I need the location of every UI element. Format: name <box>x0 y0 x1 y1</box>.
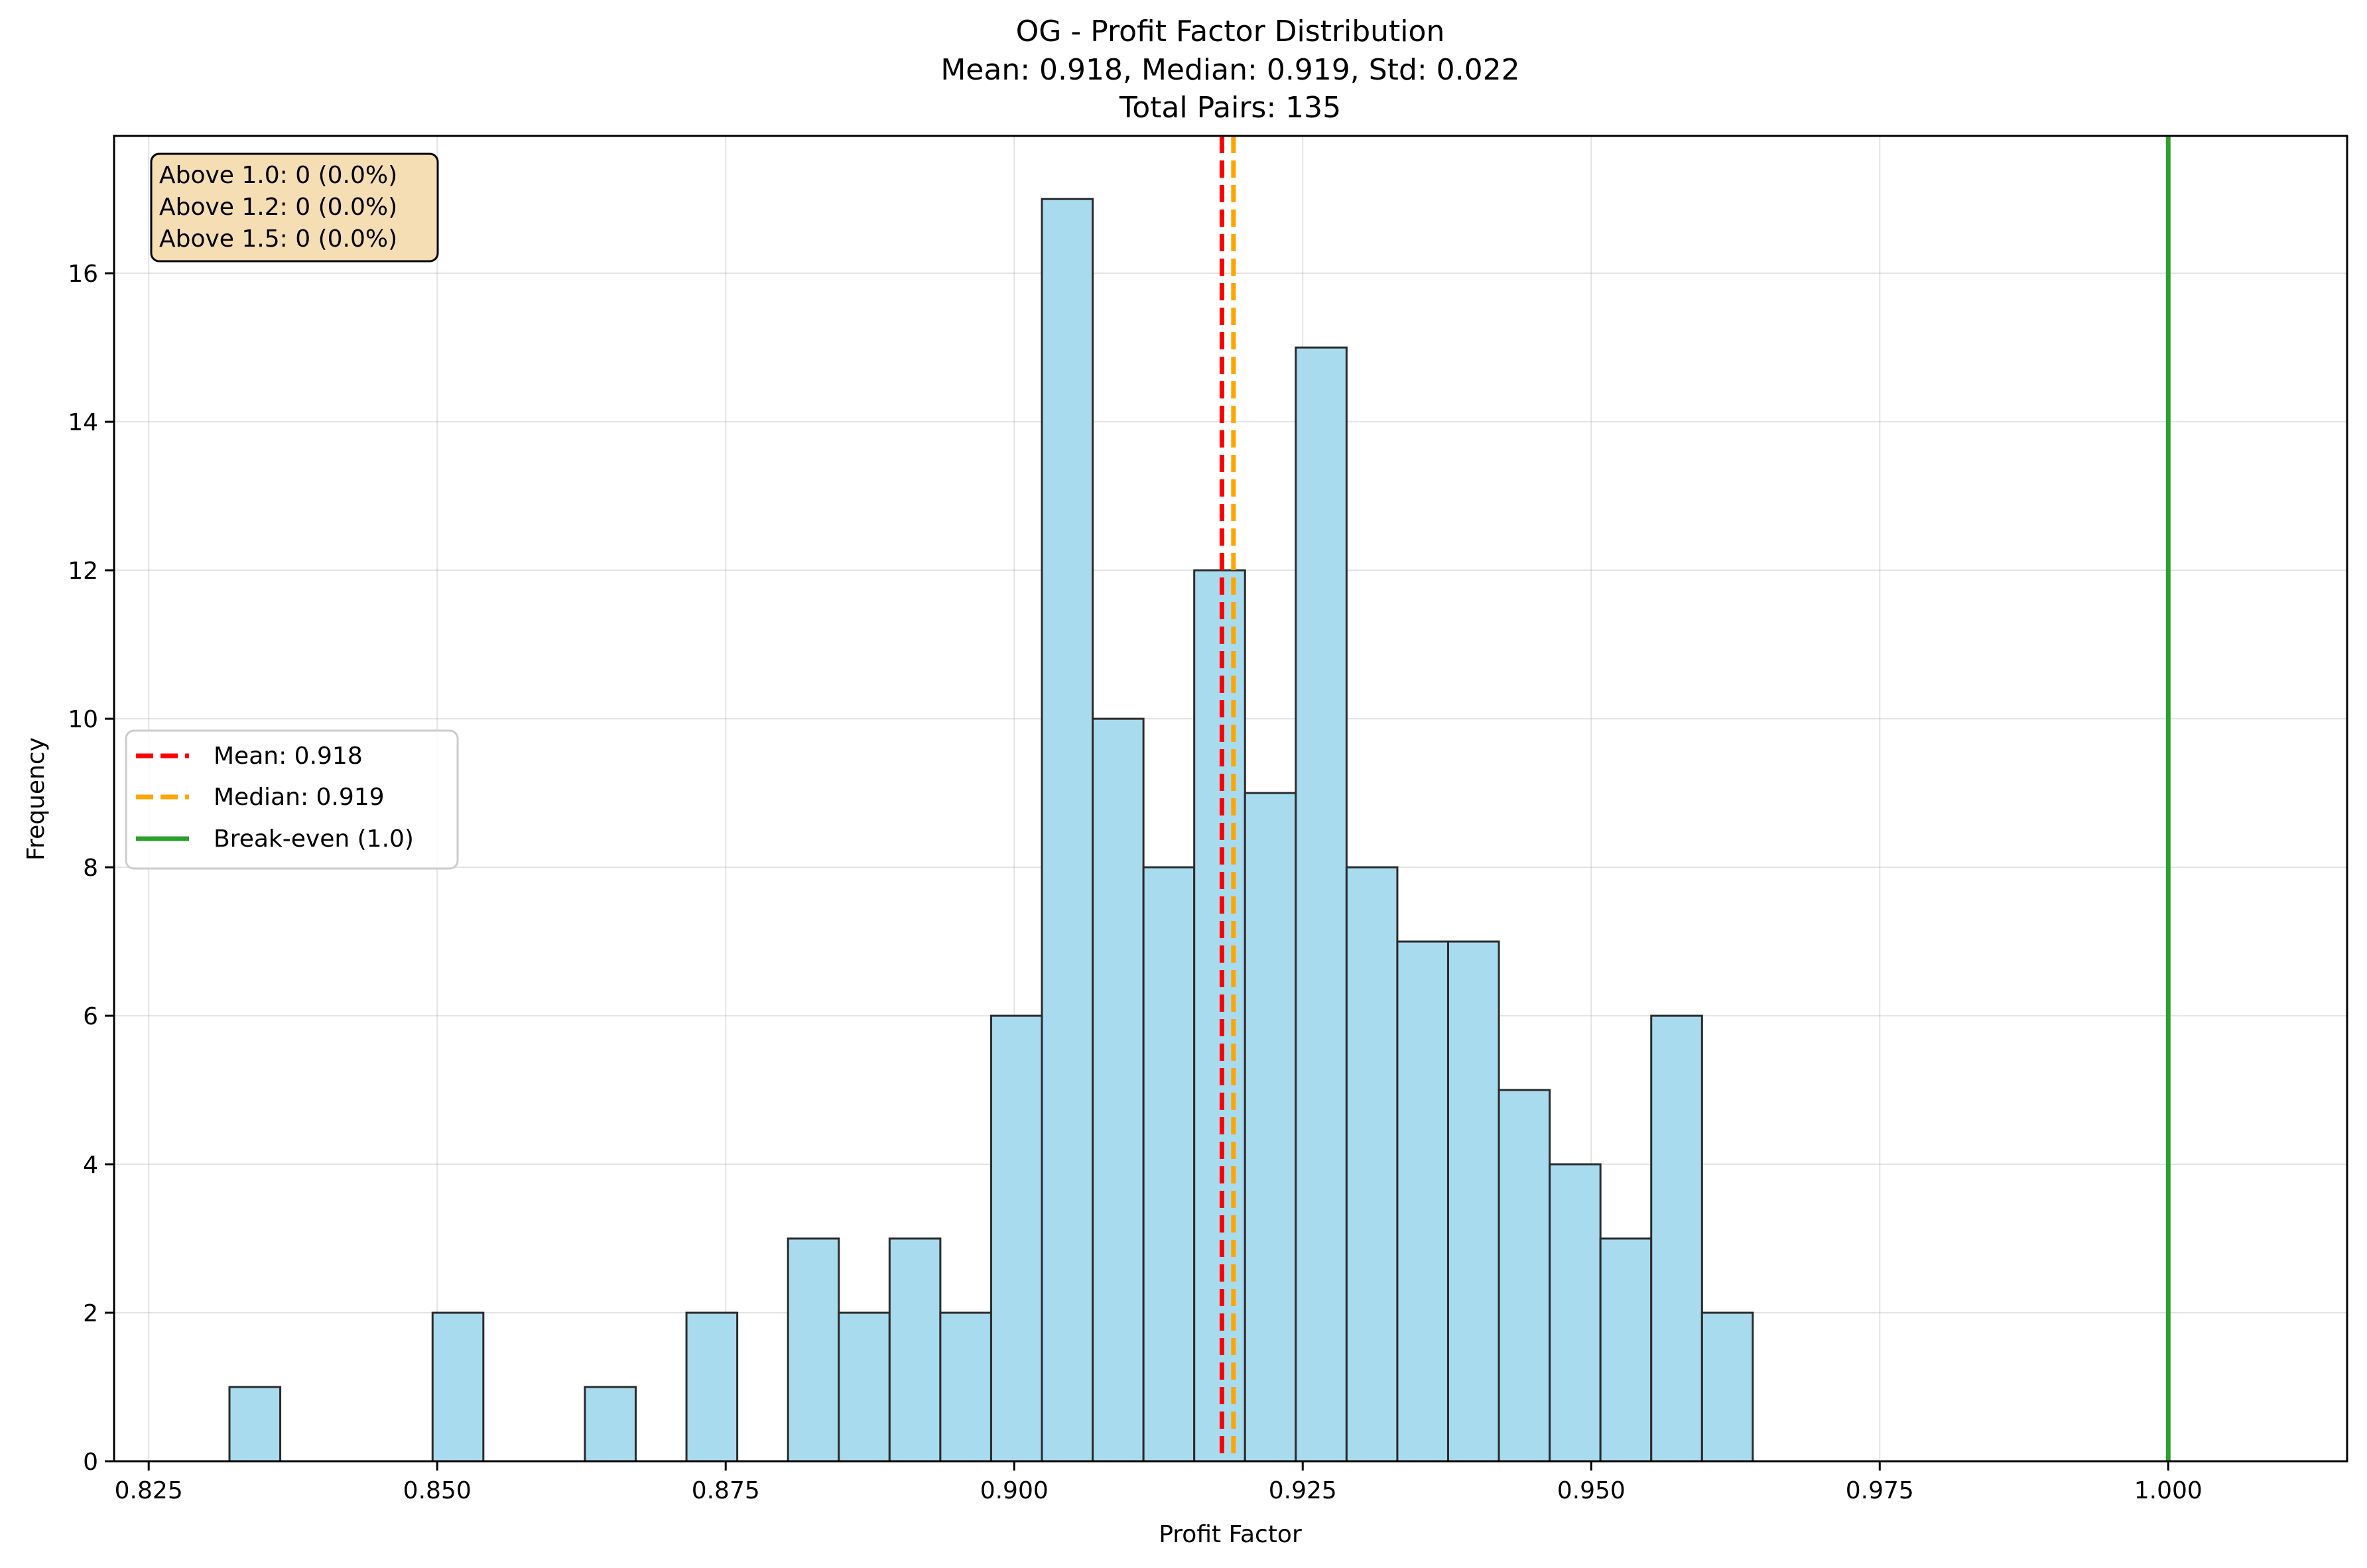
stats-annotation-line-1: Above 1.0: 0 (0.0%) <box>159 162 397 189</box>
y-tick-label-5: 10 <box>68 706 98 733</box>
histogram-bar-25 <box>1498 1089 1551 1463</box>
y-tick-label-0: 0 <box>83 1449 98 1476</box>
histogram-bar-16 <box>1041 198 1094 1463</box>
x-tick-label-6: 0.975 <box>1846 1477 1914 1504</box>
histogram-bar-13 <box>888 1237 942 1463</box>
y-tick-label-2: 4 <box>83 1152 98 1179</box>
histogram-bar-0 <box>228 1386 282 1463</box>
chart-subtitle-total: Total Pairs: 135 <box>1119 91 1341 125</box>
y-tick-label-7: 14 <box>68 409 98 436</box>
histogram-bar-17 <box>1092 717 1145 1463</box>
chart-title: OG - Profit Factor Distribution <box>1016 15 1445 48</box>
histogram-bar-14 <box>939 1311 992 1463</box>
x-tick-label-5: 0.950 <box>1557 1477 1626 1504</box>
x-tick-label-7: 1.000 <box>2134 1477 2203 1504</box>
y-axis-label: Frequency <box>23 737 50 861</box>
legend: Mean: 0.918 Median: 0.919 Break-even (1.… <box>125 729 459 870</box>
plot-frame <box>113 135 2348 1463</box>
x-axis-label: Profit Factor <box>1159 1521 1302 1548</box>
histogram-bar-21 <box>1295 346 1348 1463</box>
legend-label-mean: Mean: 0.918 <box>214 743 363 770</box>
x-tick-label-2: 0.875 <box>692 1477 760 1504</box>
histogram-bar-18 <box>1142 866 1196 1463</box>
histogram-bar-12 <box>838 1311 891 1463</box>
chart-subtitle-stats: Mean: 0.918, Median: 0.919, Std: 0.022 <box>940 53 1519 87</box>
histogram-bar-11 <box>787 1237 840 1463</box>
histogram-bar-9 <box>685 1311 739 1463</box>
histogram-bar-26 <box>1549 1163 1602 1463</box>
y-tick-label-6: 12 <box>68 558 98 585</box>
y-tick-label-4: 8 <box>83 855 98 882</box>
histogram-bar-27 <box>1599 1237 1653 1463</box>
legend-box <box>125 729 459 870</box>
legend-label-median: Median: 0.919 <box>214 784 385 811</box>
histogram-bar-15 <box>990 1014 1043 1463</box>
legend-label-break-even: Break-even (1.0) <box>214 825 414 853</box>
histogram-bar-29 <box>1700 1311 1754 1463</box>
histogram-bar-24 <box>1446 940 1500 1463</box>
x-tick-label-3: 0.900 <box>980 1477 1049 1504</box>
histogram-bar-28 <box>1650 1014 1703 1463</box>
y-axis-ticks: 0 2 4 6 8 10 12 14 16 <box>68 261 114 1476</box>
reference-lines <box>1219 136 2171 1461</box>
histogram-bars <box>228 198 1754 1463</box>
x-axis-ticks: 0.825 0.850 0.875 0.900 0.925 0.950 0.975 1.000 <box>115 1461 2203 1504</box>
stats-annotation-box <box>150 152 439 263</box>
stats-annotation: Above 1.0: 0 (0.0%) Above 1.2: 0 (0.0%) … <box>150 152 439 263</box>
y-tick-label-3: 6 <box>83 1003 98 1030</box>
y-tick-label-8: 16 <box>68 261 98 288</box>
y-tick-label-1: 2 <box>83 1300 98 1327</box>
histogram-bar-19 <box>1193 569 1246 1463</box>
x-tick-label-1: 0.850 <box>403 1477 472 1504</box>
histogram-bar-20 <box>1244 792 1297 1463</box>
histogram-bar-7 <box>584 1386 637 1463</box>
histogram-bar-22 <box>1345 866 1399 1463</box>
histogram-bar-4 <box>431 1311 485 1463</box>
stats-annotation-line-2: Above 1.2: 0 (0.0%) <box>159 194 397 221</box>
histogram-bar-23 <box>1396 940 1449 1463</box>
x-tick-label-0: 0.825 <box>115 1477 183 1504</box>
stats-annotation-line-3: Above 1.5: 0 (0.0%) <box>159 225 397 253</box>
x-tick-label-4: 0.925 <box>1269 1477 1337 1504</box>
